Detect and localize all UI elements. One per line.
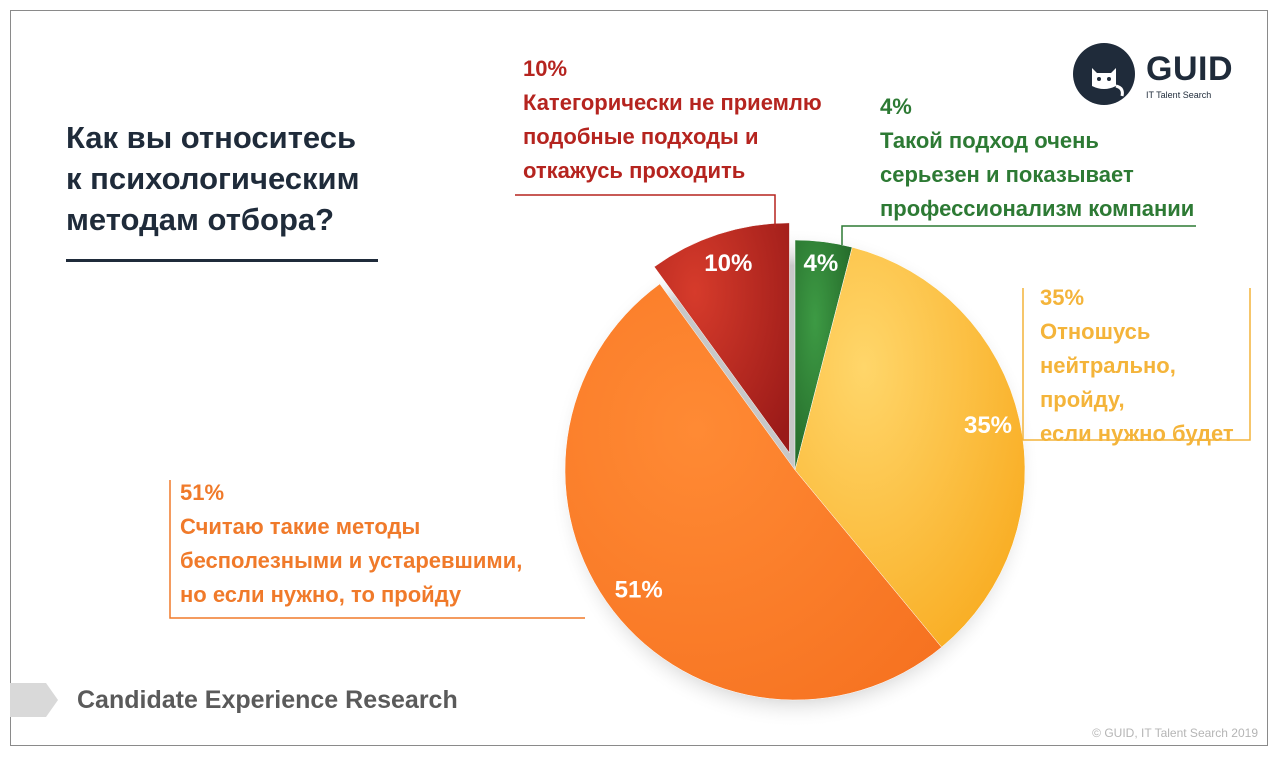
pie-slice-yellow (794, 246, 1026, 648)
callout-yellow-line: Отношусь (1040, 319, 1151, 344)
callout-green-percent: 4% (880, 94, 912, 119)
callout-orange: 51% Считаю такие методы бесполезными и у… (180, 476, 522, 612)
leader-line-green (841, 225, 1196, 245)
logo-subtitle: IT Talent Search (1146, 90, 1212, 100)
callout-yellow-percent: 35% (1040, 285, 1085, 310)
pie-slice-green-label: 4% (804, 250, 839, 277)
title-line: к психологическим (66, 161, 360, 196)
callout-green-line: серьезен и показывает (880, 162, 1134, 187)
callout-green: 4% Такой подход очень серьезен и показыв… (880, 90, 1194, 226)
callout-red-line: Категорически не приемлю (523, 90, 822, 115)
pie-slice-orange (564, 283, 942, 701)
guid-logo: GUID IT Talent Search (1072, 40, 1262, 110)
pie-slice-yellow-label: 35% (964, 412, 1012, 439)
copyright: © GUID, IT Talent Search 2019 (1092, 726, 1258, 740)
callout-yellow: 35% Отношусь нейтрально, пройду, если ну… (1040, 281, 1234, 451)
leader-line-orange (169, 480, 585, 619)
callout-yellow-line: если нужно будет (1040, 421, 1234, 446)
callout-red-percent: 10% (523, 56, 568, 81)
pie-slice-red (653, 222, 790, 454)
title-underline (66, 259, 378, 262)
callout-yellow-line: нейтрально, (1040, 353, 1176, 378)
leader-line-red (515, 194, 776, 228)
callout-red-line: подобные подходы и (523, 124, 759, 149)
title-line: Как вы относитесь (66, 120, 357, 155)
callout-red-line: откажусь проходить (523, 158, 746, 183)
callout-green-line: Такой подход очень (880, 128, 1099, 153)
leader-line-yellow (1022, 288, 1251, 441)
page-title: Как вы относитесь к психологическим мето… (66, 117, 396, 240)
callout-yellow-line: пройду, (1040, 387, 1125, 412)
cat-icon (1073, 43, 1135, 105)
footer-label: Candidate Experience Research (77, 686, 458, 714)
title-line: методам отбора? (66, 202, 335, 237)
callout-orange-line: бесполезными и устаревшими, (180, 548, 523, 573)
callout-orange-line: Считаю такие методы (180, 514, 421, 539)
pie-slice-orange-label: 51% (615, 577, 663, 604)
callout-orange-line: но если нужно, то пройду (180, 582, 462, 607)
callout-green-line: профессионализм компании (880, 196, 1195, 221)
callout-red: 10% Категорически не приемлю подобные по… (523, 52, 822, 188)
pie-slice-red-label: 10% (704, 250, 752, 277)
callout-orange-percent: 51% (180, 480, 225, 505)
footer-tab-arrow (10, 683, 58, 717)
logo-name: GUID (1146, 50, 1233, 88)
